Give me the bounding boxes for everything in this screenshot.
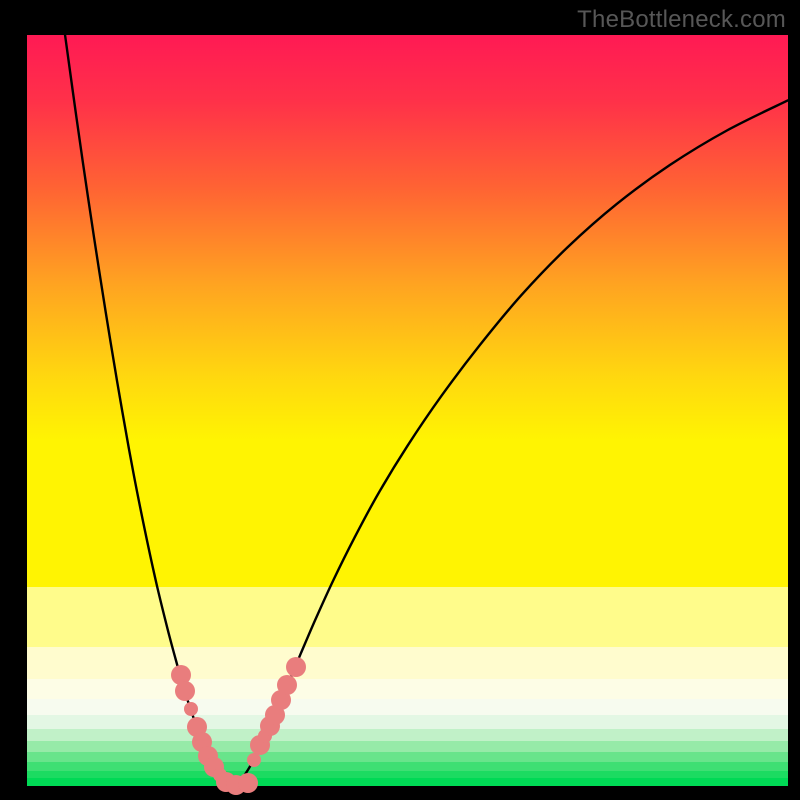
plot-area bbox=[27, 35, 788, 786]
watermark-text: TheBottleneck.com bbox=[577, 6, 786, 34]
data-marker bbox=[286, 657, 306, 677]
left-curve bbox=[65, 35, 232, 786]
chart-frame: TheBottleneck.com bbox=[0, 0, 800, 800]
data-marker bbox=[175, 681, 195, 701]
curves-layer bbox=[27, 35, 788, 786]
data-marker bbox=[184, 702, 198, 716]
data-marker bbox=[238, 773, 258, 793]
right-curve bbox=[232, 100, 788, 786]
data-marker bbox=[277, 675, 297, 695]
